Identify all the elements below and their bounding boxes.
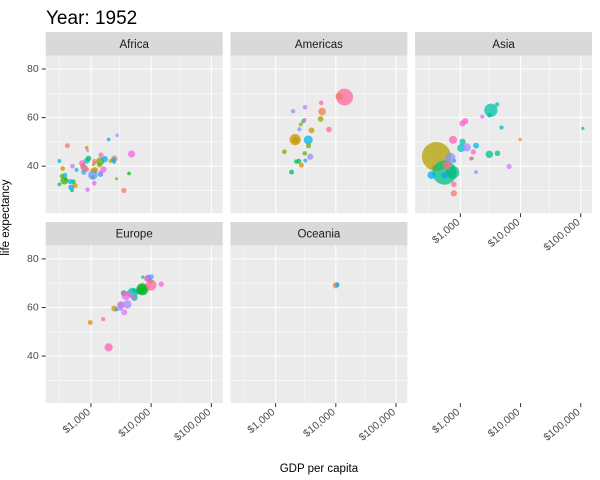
svg-text:$100,000: $100,000: [357, 406, 398, 443]
svg-text:Americas: Americas: [295, 39, 343, 51]
svg-text:60: 60: [27, 112, 39, 124]
svg-text:Oceania: Oceania: [297, 229, 340, 241]
svg-text:Asia: Asia: [492, 39, 515, 51]
svg-text:$1,000: $1,000: [430, 216, 462, 246]
svg-text:$100,000: $100,000: [541, 216, 582, 253]
svg-text:$10,000: $10,000: [301, 406, 338, 440]
svg-text:$1,000: $1,000: [61, 406, 93, 436]
svg-text:Europe: Europe: [116, 229, 153, 241]
svg-text:$1,000: $1,000: [430, 406, 462, 436]
svg-text:$10,000: $10,000: [486, 406, 523, 440]
svg-text:life expectancy: life expectancy: [0, 179, 12, 255]
svg-text:80: 80: [27, 63, 39, 75]
svg-text:$100,000: $100,000: [172, 406, 213, 443]
svg-text:$1,000: $1,000: [245, 406, 277, 436]
svg-text:$10,000: $10,000: [486, 216, 523, 250]
svg-text:40: 40: [27, 160, 39, 172]
svg-text:Africa: Africa: [119, 39, 149, 51]
svg-text:80: 80: [27, 253, 39, 265]
svg-text:GDP per capita: GDP per capita: [280, 463, 359, 475]
svg-text:60: 60: [27, 301, 39, 313]
svg-text:$10,000: $10,000: [116, 406, 153, 440]
svg-text:40: 40: [27, 350, 39, 362]
svg-text:$100,000: $100,000: [541, 406, 582, 443]
